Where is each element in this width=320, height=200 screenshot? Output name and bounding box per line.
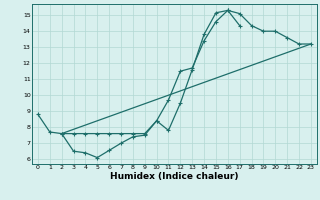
X-axis label: Humidex (Indice chaleur): Humidex (Indice chaleur)	[110, 172, 239, 181]
